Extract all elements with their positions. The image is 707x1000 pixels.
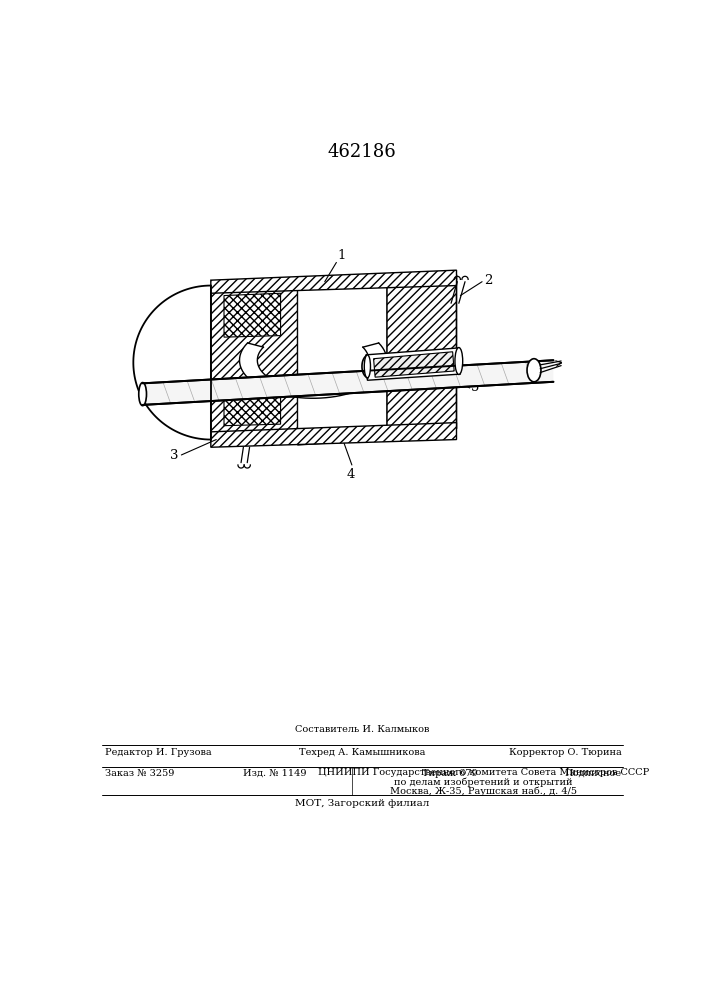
Text: ЦНИИПИ Государственного комитета Совета Министров СССР: ЦНИИПИ Государственного комитета Совета … <box>318 768 649 777</box>
Polygon shape <box>373 352 454 377</box>
Text: Техред А. Камышникова: Техред А. Камышникова <box>299 748 425 757</box>
Ellipse shape <box>455 348 462 374</box>
Ellipse shape <box>527 359 541 382</box>
Text: 5: 5 <box>472 381 479 394</box>
Text: 462186: 462186 <box>327 143 397 161</box>
Text: по делам изобретений и открытий: по делам изобретений и открытий <box>395 778 573 787</box>
Polygon shape <box>211 284 298 442</box>
Polygon shape <box>224 293 281 337</box>
Text: 4: 4 <box>346 468 354 481</box>
Polygon shape <box>298 279 387 437</box>
Text: 2: 2 <box>484 274 492 287</box>
Text: Москва, Ж-35, Раушская наб., д. 4/5: Москва, Ж-35, Раушская наб., д. 4/5 <box>390 786 577 796</box>
Text: Тираж 679: Тираж 679 <box>421 769 477 778</box>
Polygon shape <box>298 278 387 291</box>
Polygon shape <box>298 430 387 445</box>
Ellipse shape <box>139 383 146 406</box>
Text: Заказ № 3259: Заказ № 3259 <box>105 769 175 778</box>
Polygon shape <box>387 276 457 430</box>
Text: Изд. № 1149: Изд. № 1149 <box>243 769 307 778</box>
Text: МОТ, Загорский филиал: МОТ, Загорский филиал <box>295 799 429 808</box>
Polygon shape <box>240 343 387 398</box>
Polygon shape <box>366 348 460 380</box>
Text: Составитель И. Калмыков: Составитель И. Калмыков <box>295 725 429 734</box>
Text: Корректор О. Тюрина: Корректор О. Тюрина <box>509 748 621 757</box>
Text: Редактор И. Грузова: Редактор И. Грузова <box>105 748 212 757</box>
Polygon shape <box>211 270 457 293</box>
Polygon shape <box>211 423 457 447</box>
Polygon shape <box>143 360 554 405</box>
Ellipse shape <box>364 355 370 378</box>
Text: 3: 3 <box>170 449 178 462</box>
Polygon shape <box>224 379 281 426</box>
Text: Подписное: Подписное <box>564 769 621 778</box>
Text: 1: 1 <box>338 249 346 262</box>
